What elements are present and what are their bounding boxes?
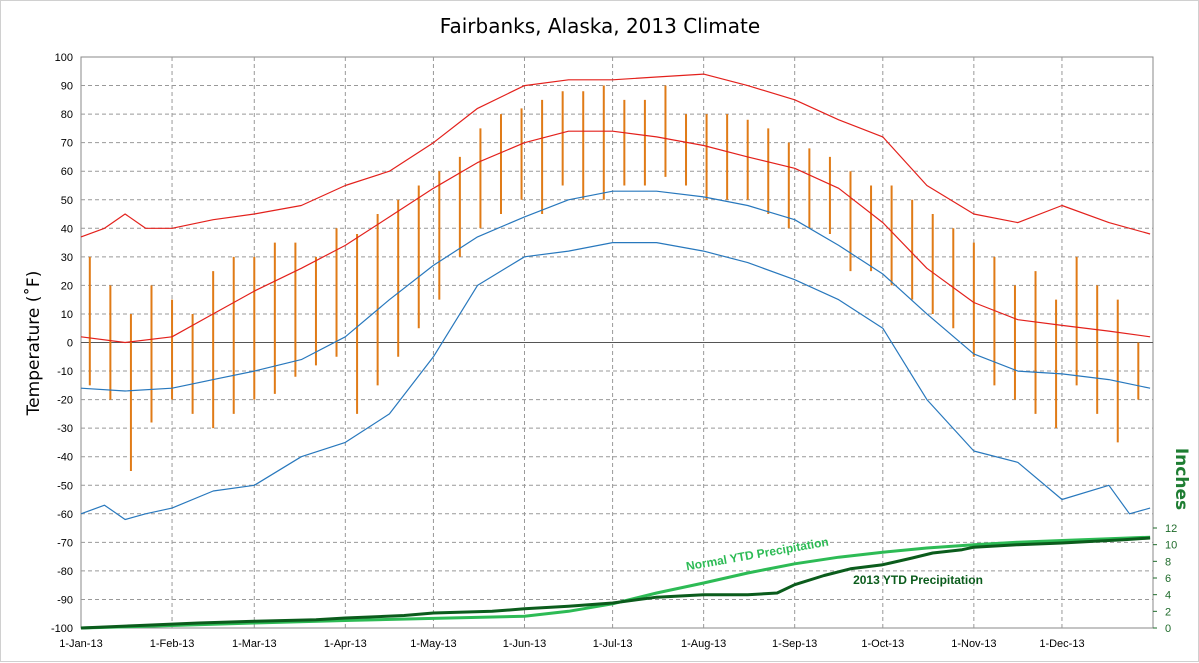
x-tick-label: 1-Sep-13: [772, 638, 817, 650]
y-tick-label: 80: [61, 109, 73, 121]
daily-range-bars: [88, 85, 1140, 471]
record-high-line: [80, 73, 1151, 238]
actual-precip-annotation: 2013 YTD Precipitation: [853, 573, 983, 587]
x-tick-label: 1-Mar-13: [232, 638, 277, 650]
chart-title: Fairbanks, Alaska, 2013 Climate: [440, 14, 760, 38]
y-tick-label: 60: [61, 166, 73, 178]
y2-tick-label: 8: [1165, 556, 1171, 568]
y-tick-label: 10: [61, 309, 73, 321]
y-tick-label: -20: [57, 395, 73, 407]
x-tick-label: 1-May-13: [410, 638, 456, 650]
y-tick-label: -70: [57, 537, 73, 549]
y-tick-label: 20: [61, 280, 73, 292]
x-tick-label: 1-Jan-13: [59, 638, 102, 650]
y-tick-label: -90: [57, 594, 73, 606]
normal-high-line: [80, 130, 1151, 344]
y-tick-label: 70: [61, 138, 73, 150]
y-tick-label: 30: [61, 252, 73, 264]
y2-axis-label: Inches: [1171, 448, 1191, 510]
y2-tick-label: 12: [1165, 523, 1177, 535]
normal-ytd-precipitation-line: [80, 535, 1151, 630]
y-tick-label: -100: [51, 623, 73, 635]
x-tick-label: 1-Feb-13: [150, 638, 195, 650]
y2-tick-label: 0: [1165, 623, 1171, 635]
y-axis-label: Temperature (˚F): [23, 271, 44, 417]
y-tick-label: -30: [57, 423, 73, 435]
x-tick-label: 1-Jul-13: [593, 638, 633, 650]
y2-tick-label: 10: [1165, 540, 1177, 552]
y-tick-label: -10: [57, 366, 73, 378]
record-low-line: [80, 242, 1151, 521]
y-tick-label: 90: [61, 81, 73, 93]
grid-lines: [80, 56, 1154, 629]
x-tick-label: 1-Jun-13: [503, 638, 546, 650]
normal-low-line: [80, 190, 1151, 392]
y-tick-label: -80: [57, 566, 73, 578]
normal-precip-annotation: Normal YTD Precipitation: [685, 535, 830, 574]
y-tick-label: -60: [57, 509, 73, 521]
x-tick-label: 1-Oct-13: [861, 638, 904, 650]
axes: 1009080706050403020100-10-20-30-40-50-60…: [51, 52, 1177, 650]
y-tick-label: 50: [61, 195, 73, 207]
y-tick-label: 0: [67, 338, 73, 350]
x-tick-label: 1-Apr-13: [324, 638, 367, 650]
y-tick-label: 40: [61, 223, 73, 235]
y-tick-label: 100: [55, 52, 73, 64]
2013-ytd-precipitation-line: [80, 536, 1151, 630]
x-tick-label: 1-Aug-13: [681, 638, 726, 650]
y2-tick-label: 2: [1165, 606, 1171, 618]
series-lines: [80, 73, 1151, 630]
y2-tick-label: 4: [1165, 590, 1171, 602]
y-tick-label: -50: [57, 480, 73, 492]
y-tick-label: -40: [57, 452, 73, 464]
y2-tick-label: 6: [1165, 573, 1171, 585]
x-tick-label: 1-Nov-13: [951, 638, 996, 650]
x-tick-label: 1-Dec-13: [1039, 638, 1084, 650]
